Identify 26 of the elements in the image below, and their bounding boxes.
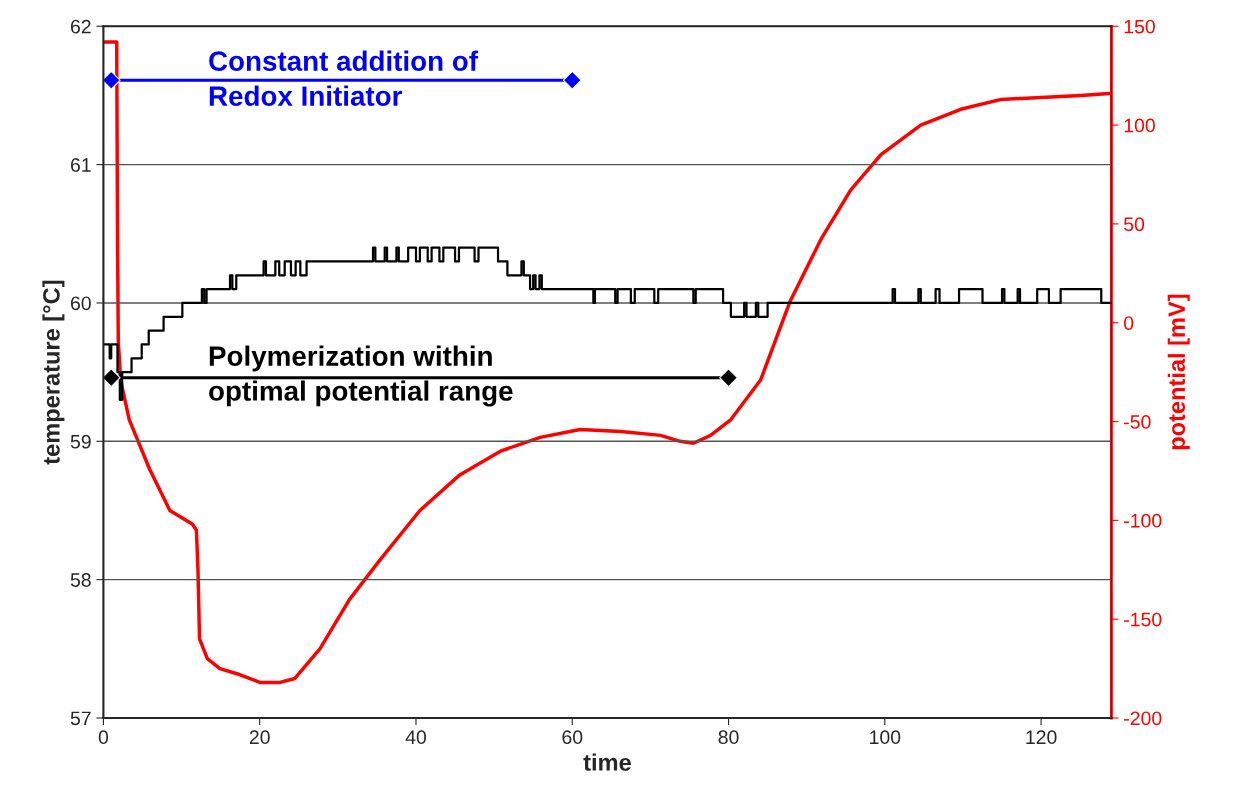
x-tick-label: 80 [718, 730, 739, 745]
y2-tick-label: -50 [1124, 415, 1151, 429]
y2-tick-label: -100 [1124, 513, 1162, 528]
y-tick-label: 62 [70, 19, 91, 34]
x-axis-title: time [583, 753, 631, 771]
x-tick-label: 100 [870, 730, 901, 745]
y2-tick-label: -200 [1124, 711, 1162, 726]
y2-tick-label: 100 [1124, 118, 1155, 133]
y2-axis-title: potential [mV] [1167, 294, 1190, 450]
x-tick-label: 20 [249, 730, 270, 745]
annotation: Polymerization within optimal potential range [209, 345, 513, 407]
y-tick-label: 58 [70, 573, 91, 587]
x-tick-label: 0 [98, 730, 109, 745]
y-tick-label: 59 [70, 434, 91, 449]
x-tick-label: 60 [562, 730, 583, 745]
y2-tick-label: -150 [1124, 612, 1162, 627]
y-tick-label: 57 [70, 711, 91, 726]
y-tick-label: 61 [70, 158, 91, 172]
x-tick-label: 40 [405, 730, 427, 745]
x-tick-label: 120 [1026, 730, 1057, 745]
y2-tick-label: 50 [1124, 217, 1145, 232]
annotation: Constant addition of Redox Initiator [209, 50, 479, 106]
y2-tick-label: 150 [1124, 19, 1155, 34]
y-tick-label: 60 [70, 296, 91, 311]
y2-tick-label: 0 [1124, 316, 1134, 330]
y-axis-title: temperature [°C] [42, 280, 65, 465]
